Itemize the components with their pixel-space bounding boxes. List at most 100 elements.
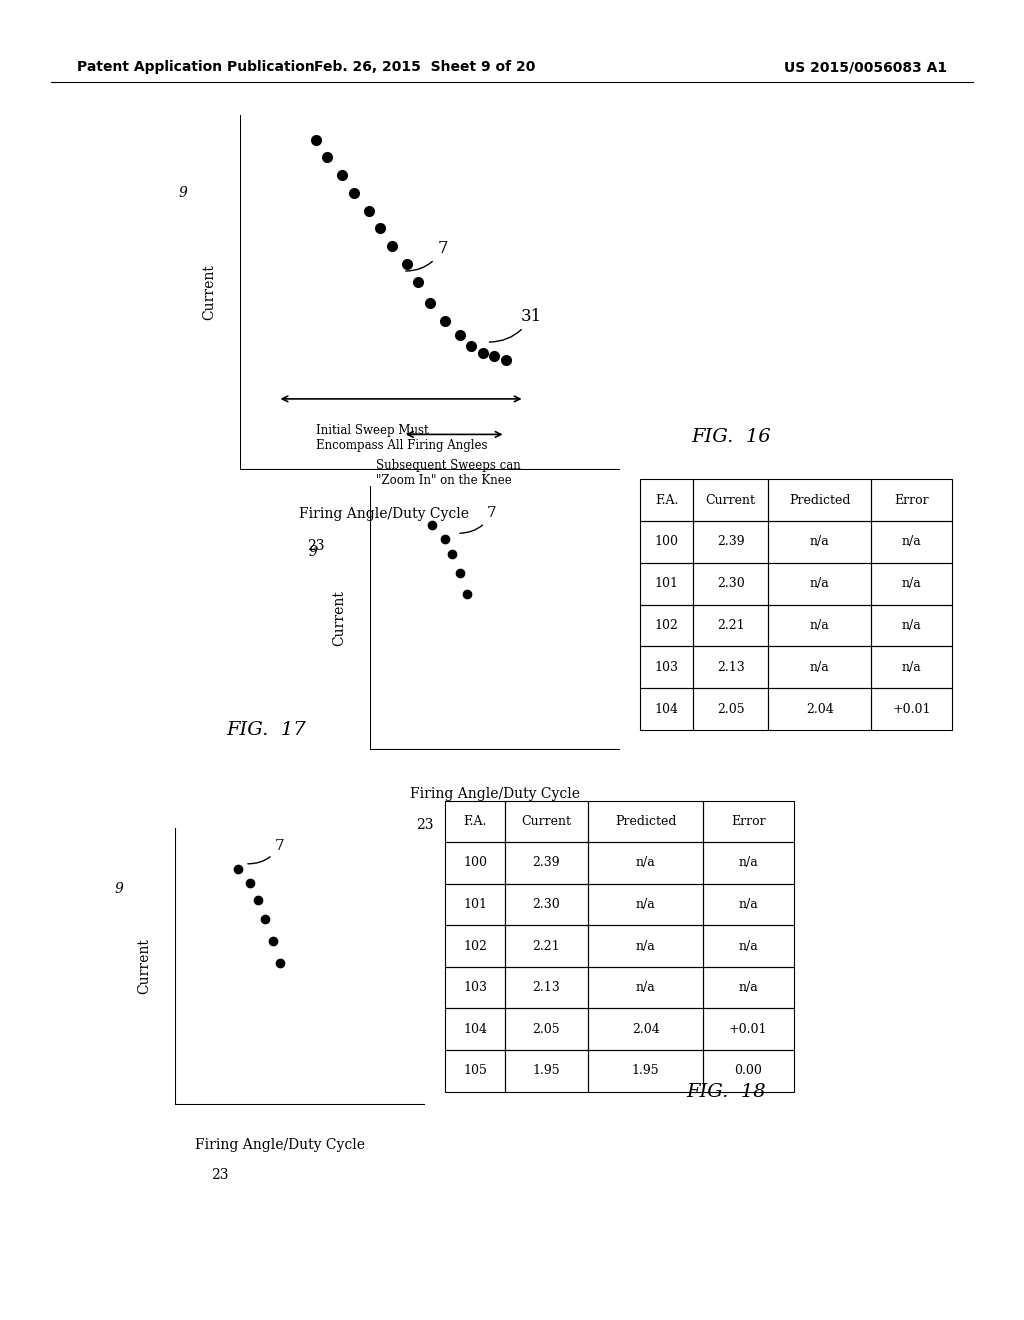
Bar [768,605,871,647]
Text: n/a: n/a [738,857,758,870]
Text: n/a: n/a [738,981,758,994]
Text: 23: 23 [416,818,433,833]
Text: 23: 23 [307,539,325,553]
Text: Predicted: Predicted [788,494,850,507]
Text: Current: Current [137,939,152,994]
Text: n/a: n/a [810,577,829,590]
Text: 2.21: 2.21 [532,940,560,953]
Text: 101: 101 [654,577,679,590]
Bar [640,605,693,647]
Text: 2.04: 2.04 [632,1023,659,1036]
Text: Firing Angle/Duty Cycle: Firing Angle/Duty Cycle [195,1138,365,1152]
Bar [505,800,588,842]
Text: 104: 104 [463,1023,487,1036]
Text: n/a: n/a [902,619,922,632]
Text: Patent Application Publication: Patent Application Publication [77,61,314,74]
Text: n/a: n/a [636,857,655,870]
Text: 2.05: 2.05 [717,702,744,715]
Text: 102: 102 [463,940,487,953]
Text: Feb. 26, 2015  Sheet 9 of 20: Feb. 26, 2015 Sheet 9 of 20 [314,61,536,74]
Text: 7: 7 [248,838,285,863]
Text: n/a: n/a [738,940,758,953]
Text: 100: 100 [654,536,679,548]
Bar [445,925,505,966]
Bar [588,1051,703,1092]
Text: n/a: n/a [902,577,922,590]
Bar [703,884,794,925]
Bar [588,800,703,842]
Text: 9: 9 [309,545,317,558]
Bar [693,562,768,605]
Bar [693,479,768,521]
Bar [693,688,768,730]
Text: Current: Current [521,814,571,828]
Bar [703,1051,794,1092]
Text: 102: 102 [654,619,679,632]
Text: Predicted: Predicted [614,814,677,828]
Text: Error: Error [894,494,929,507]
Text: 2.13: 2.13 [717,661,744,673]
Bar [505,1008,588,1051]
Text: FIG.  18: FIG. 18 [686,1082,766,1101]
Text: Subsequent Sweeps can
"Zoom In" on the Knee: Subsequent Sweeps can "Zoom In" on the K… [377,459,521,487]
Text: 2.04: 2.04 [806,702,834,715]
Bar [693,647,768,688]
Text: 23: 23 [211,1168,228,1183]
Bar [445,842,505,884]
Bar [640,479,693,521]
Text: 7: 7 [406,240,447,271]
Bar [768,521,871,562]
Text: n/a: n/a [636,898,655,911]
Text: 31: 31 [489,308,542,342]
Text: 2.39: 2.39 [532,857,560,870]
Bar [703,925,794,966]
Bar [588,925,703,966]
Text: Current: Current [706,494,756,507]
Text: Firing Angle/Duty Cycle: Firing Angle/Duty Cycle [410,787,580,801]
Text: n/a: n/a [810,536,829,548]
Text: 2.39: 2.39 [717,536,744,548]
Text: F.A.: F.A. [655,494,678,507]
Bar [640,521,693,562]
Bar [703,1008,794,1051]
Bar [505,1051,588,1092]
Text: n/a: n/a [636,940,655,953]
Text: FIG.  16: FIG. 16 [691,428,771,446]
Text: n/a: n/a [738,898,758,911]
Bar [871,479,952,521]
Text: 7: 7 [460,507,497,533]
Bar [445,966,505,1008]
Text: 9: 9 [179,186,187,199]
Text: 2.30: 2.30 [532,898,560,911]
Text: 2.13: 2.13 [532,981,560,994]
Bar [505,842,588,884]
Text: Current: Current [202,264,216,321]
Text: 103: 103 [463,981,487,994]
Bar [871,647,952,688]
Bar [693,605,768,647]
Bar [640,688,693,730]
Bar [445,1008,505,1051]
Text: Current: Current [332,590,346,645]
Bar [588,1008,703,1051]
Text: 2.30: 2.30 [717,577,744,590]
Bar [588,842,703,884]
Text: n/a: n/a [810,661,829,673]
Text: 100: 100 [463,857,487,870]
Bar [768,688,871,730]
Text: 103: 103 [654,661,679,673]
Text: FIG.  17: FIG. 17 [226,721,306,739]
Text: 1.95: 1.95 [632,1064,659,1077]
Bar [445,1051,505,1092]
Bar [445,884,505,925]
Text: Firing Angle/Duty Cycle: Firing Angle/Duty Cycle [299,507,469,521]
Bar [768,647,871,688]
Bar [445,800,505,842]
Text: n/a: n/a [636,981,655,994]
Bar [871,688,952,730]
Bar [703,800,794,842]
Bar [703,842,794,884]
Text: 105: 105 [463,1064,487,1077]
Bar [693,521,768,562]
Text: n/a: n/a [902,536,922,548]
